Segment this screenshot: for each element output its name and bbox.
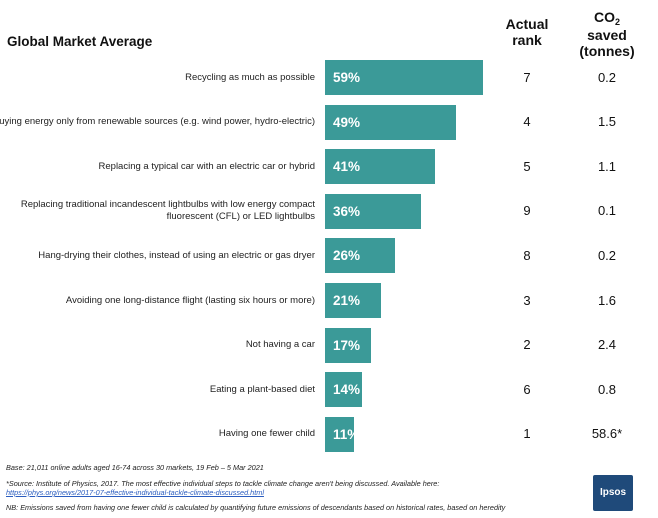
row-label: Hang-drying their clothes, instead of us… — [38, 249, 315, 261]
bar-value-label: 36% — [333, 203, 361, 219]
rank-value: 9 — [523, 203, 531, 219]
co2-column-header: CO2 saved (tonnes) — [568, 9, 646, 59]
rank-header-line2: rank — [512, 32, 542, 48]
ipsos-logo: Ipsos — [593, 475, 633, 511]
row-label: Replacing traditional incandescent light… — [20, 199, 315, 223]
row-label: Having one fewer child — [218, 428, 315, 440]
co2-value: 0.2 — [597, 69, 617, 85]
footer-source: *Source: Institute of Physics, 2017. The… — [6, 479, 566, 497]
bar — [325, 193, 422, 229]
rank-header-line1: Actual — [505, 16, 549, 32]
bar — [325, 327, 371, 363]
bar — [325, 60, 483, 95]
bar-value-label: 17% — [333, 337, 361, 353]
row-label: Replacing a typical car with an electric… — [98, 160, 315, 172]
rank-column-header: Actual rank — [497, 16, 557, 48]
bar-value-label: 59% — [333, 70, 361, 85]
co2-value: 0.2 — [597, 247, 617, 263]
co2-value: 2.4 — [597, 337, 617, 353]
co2-header-sub: 2 — [614, 17, 620, 27]
bar — [325, 372, 363, 408]
rank-value: 1 — [523, 426, 531, 442]
co2-value: 0.8 — [597, 381, 617, 397]
bar-value-label: 49% — [333, 114, 361, 130]
rank-value: 6 — [523, 381, 531, 397]
bar-value-label: 11% — [333, 426, 360, 442]
co2-header-line3: (tonnes) — [579, 43, 635, 59]
bar — [325, 283, 382, 318]
footer-note: NB: Emissions saved from having one fewe… — [6, 503, 506, 512]
rank-value: 5 — [523, 158, 531, 174]
row-label: Buying energy only from renewable source… — [0, 116, 315, 128]
bar-value-label: 21% — [333, 293, 361, 308]
footer-source-text: *Source: Institute of Physics, 2017. The… — [6, 479, 440, 488]
bar — [325, 104, 457, 140]
rank-value: 2 — [523, 337, 531, 353]
bar — [325, 416, 355, 452]
co2-value: 58.6* — [591, 426, 623, 442]
co2-value: 1.6 — [597, 292, 617, 308]
row-label: Not having a car — [245, 339, 315, 351]
bar-value-label: 26% — [333, 248, 361, 264]
row-label: Eating a plant-based diet — [209, 383, 315, 395]
rank-value: 8 — [523, 247, 531, 263]
co2-header-line2: saved — [587, 27, 627, 43]
co2-header-main: CO2 — [568, 9, 646, 27]
footer-base: Base: 21,011 online adults aged 16-74 ac… — [6, 463, 264, 472]
bar-value-label: 41% — [333, 159, 361, 175]
co2-value: 1.5 — [597, 114, 617, 130]
rank-value: 4 — [523, 114, 531, 130]
bar-value-label: 14% — [333, 382, 361, 398]
row-label: Avoiding one long-distance flight (lasti… — [65, 294, 315, 306]
bar — [325, 238, 395, 274]
bar — [325, 149, 435, 185]
footer-source-link[interactable]: https://phys.org/news/2017-07-effective-… — [6, 488, 264, 497]
co2-value: 0.1 — [597, 203, 617, 219]
rank-value: 3 — [523, 292, 531, 308]
row-label: Recycling as much as possible — [185, 71, 315, 83]
chart-title: Global Market Average — [7, 34, 153, 49]
rank-value: 7 — [523, 69, 531, 85]
co2-header-co: CO — [593, 9, 615, 25]
co2-value: 1.1 — [597, 158, 617, 174]
